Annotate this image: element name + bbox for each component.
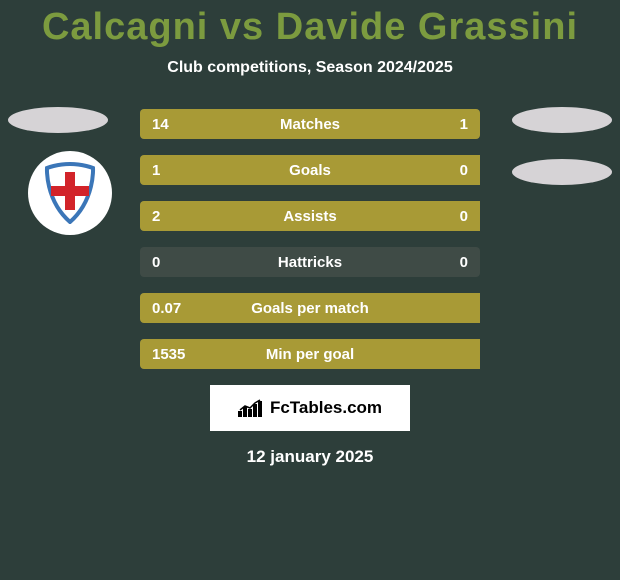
placeholder-oval-left	[8, 107, 108, 133]
fctables-icon	[238, 399, 264, 417]
placeholder-oval-right-2	[512, 159, 612, 185]
comparison-title: Calcagni vs Davide Grassini	[0, 0, 620, 49]
placeholder-oval-right-1	[512, 107, 612, 133]
stat-label: Assists	[140, 208, 480, 225]
content-area: 14Matches11Goals02Assists00Hattricks00.0…	[0, 109, 620, 467]
stat-label: Goals	[140, 162, 480, 179]
stat-label: Matches	[140, 116, 480, 133]
vs-text: vs	[220, 6, 264, 48]
stat-row: 0.07Goals per match	[140, 293, 480, 323]
footer-date: 12 january 2025	[0, 447, 620, 467]
stat-row: 1535Min per goal	[140, 339, 480, 369]
subtitle: Club competitions, Season 2024/2025	[0, 59, 620, 77]
footer-logo: FcTables.com	[210, 385, 410, 431]
stat-label: Hattricks	[140, 254, 480, 271]
stat-row: 1Goals0	[140, 155, 480, 185]
player1-name: Calcagni	[42, 6, 208, 48]
stat-value-right: 0	[460, 162, 468, 179]
player2-name: Davide Grassini	[276, 6, 578, 48]
stat-label: Goals per match	[140, 300, 480, 317]
club-shield-icon	[43, 162, 97, 224]
stat-value-right: 1	[460, 116, 468, 133]
stat-row: 0Hattricks0	[140, 247, 480, 277]
stat-value-right: 0	[460, 254, 468, 271]
stat-value-right: 0	[460, 208, 468, 225]
stat-row: 2Assists0	[140, 201, 480, 231]
stat-label: Min per goal	[140, 346, 480, 363]
stats-bars: 14Matches11Goals02Assists00Hattricks00.0…	[140, 109, 480, 369]
club-badge	[28, 151, 112, 235]
stat-row: 14Matches1	[140, 109, 480, 139]
footer-logo-text: FcTables.com	[270, 398, 382, 418]
